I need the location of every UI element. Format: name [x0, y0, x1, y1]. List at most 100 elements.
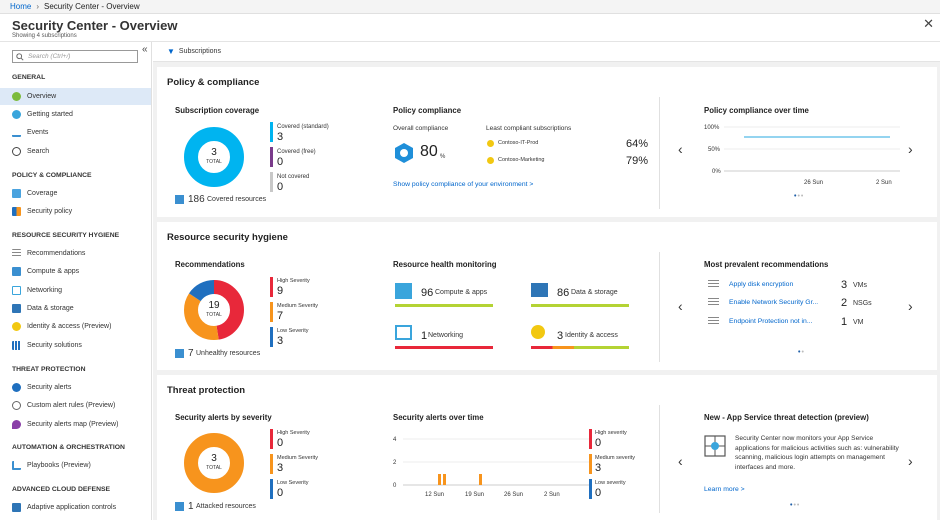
- legend-bar: [270, 454, 273, 474]
- alerts-by-severity-title[interactable]: Security alerts by severity: [175, 413, 272, 422]
- sidebar-item-getting-started[interactable]: Getting started: [0, 106, 151, 123]
- recommendations-total-label: TOTAL: [206, 312, 222, 318]
- collapse-sidebar-icon[interactable]: «: [142, 44, 148, 55]
- coverage-donut-segment: [184, 127, 244, 187]
- section-threat: THREAT PROTECTION: [12, 366, 86, 373]
- x-tick-label: 26 Sun: [804, 180, 823, 186]
- y-tick-label: 0%: [712, 169, 721, 175]
- breadcrumb-home[interactable]: Home: [10, 2, 32, 11]
- sidebar-item-label: Overview: [27, 93, 57, 100]
- legend-value: 0: [277, 181, 284, 193]
- sidebar-item-recommendations[interactable]: Recommendations: [0, 245, 151, 262]
- legend-bar: [270, 172, 273, 192]
- y-tick-label: 2: [393, 460, 397, 466]
- legend-label: Medium Severity: [277, 455, 318, 461]
- sidebar-item-playbooks[interactable]: Playbooks (Preview): [0, 457, 151, 474]
- prevalent-recommendations-title[interactable]: Most prevalent recommendations: [704, 260, 829, 269]
- prevalent-unit: VMs: [853, 282, 867, 289]
- sidebar-item-alerts-map[interactable]: Security alerts map (Preview): [0, 416, 151, 433]
- search-placeholder: Search (Ctrl+/): [28, 53, 71, 60]
- carousel-dots[interactable]: ••: [798, 349, 805, 356]
- section-general: GENERAL: [12, 74, 46, 81]
- prev-arrow-icon[interactable]: ‹: [678, 453, 683, 469]
- subscription-compliance: 64%: [626, 138, 649, 150]
- sidebar-item-coverage[interactable]: Coverage: [0, 185, 151, 202]
- compute-icon: [395, 283, 412, 299]
- sidebar-item-networking[interactable]: Networking: [0, 282, 151, 299]
- close-icon[interactable]: ✕: [923, 16, 934, 31]
- subscription-name[interactable]: Contoso-IT-Prod: [498, 140, 539, 146]
- show-compliance-link[interactable]: Show policy compliance of your environme…: [393, 181, 534, 188]
- alerts-over-time-title[interactable]: Security alerts over time: [393, 413, 484, 422]
- legend-label: High severity: [595, 430, 627, 436]
- sidebar-item-label: Security alerts map (Preview): [27, 421, 119, 428]
- search-input[interactable]: Search (Ctrl+/): [12, 50, 138, 63]
- covered-resources-label: Covered resources: [207, 196, 267, 203]
- health-label: Compute & apps: [435, 289, 488, 296]
- sidebar-item-label: Events: [27, 129, 49, 136]
- policy-compliance-title[interactable]: Policy compliance: [393, 106, 462, 115]
- y-tick-label: 0: [393, 483, 397, 489]
- x-tick-label: 26 Sun: [504, 492, 523, 498]
- legend-bar: [270, 147, 273, 167]
- filter-icon[interactable]: ▼: [167, 47, 175, 56]
- divider: [659, 97, 660, 209]
- prev-arrow-icon[interactable]: ‹: [678, 298, 683, 314]
- sidebar-item-adaptive[interactable]: Adaptive application controls: [0, 499, 151, 516]
- compliance-over-time-chart[interactable]: 100% 50% 0% 26 Sun 2 Sun: [704, 121, 904, 191]
- alert-bar: [479, 474, 482, 485]
- compliance-over-time-title[interactable]: Policy compliance over time: [704, 106, 809, 115]
- alerts-severity-donut[interactable]: [181, 430, 247, 496]
- sidebar-item-search[interactable]: Search: [0, 143, 151, 160]
- sidebar-item-security-alerts[interactable]: Security alerts: [0, 379, 151, 396]
- filter-bar: ▼ Subscriptions: [153, 42, 940, 62]
- legend-value: 0: [595, 487, 602, 499]
- rule-icon: [12, 401, 21, 410]
- legend-value: 3: [277, 462, 284, 474]
- y-tick-label: 4: [393, 437, 397, 443]
- health-monitoring-title[interactable]: Resource health monitoring: [393, 260, 497, 269]
- unhealthy-resources-count[interactable]: 7: [188, 348, 194, 359]
- sidebar-item-identity[interactable]: Identity & access (Preview): [0, 318, 151, 335]
- covered-resources-count[interactable]: 186: [188, 194, 205, 205]
- coverage-total-label: TOTAL: [206, 159, 222, 165]
- subscriptions-filter[interactable]: Subscriptions: [178, 48, 221, 55]
- coverage-donut[interactable]: [181, 124, 247, 190]
- prevalent-link[interactable]: Endpoint Protection not in...: [729, 318, 813, 325]
- sidebar-item-solutions[interactable]: Security solutions: [0, 337, 151, 354]
- recommendations-donut[interactable]: [181, 277, 247, 343]
- prevalent-link[interactable]: Enable Network Security Gr...: [729, 299, 819, 306]
- next-arrow-icon[interactable]: ›: [908, 141, 913, 157]
- sidebar-item-compute[interactable]: Compute & apps: [0, 263, 151, 280]
- sidebar-item-label: Compute & apps: [27, 268, 80, 275]
- carousel-dots[interactable]: •••: [790, 502, 801, 509]
- alerts-total: 3: [211, 453, 217, 464]
- list-icon: [708, 280, 719, 289]
- learn-more-link[interactable]: Learn more >: [704, 486, 745, 493]
- next-arrow-icon[interactable]: ›: [908, 453, 913, 469]
- next-arrow-icon[interactable]: ›: [908, 298, 913, 314]
- sidebar-item-overview[interactable]: Overview: [0, 88, 151, 105]
- subscription-coverage-title[interactable]: Subscription coverage: [175, 106, 260, 115]
- section-advanced: ADVANCED CLOUD DEFENSE: [12, 486, 111, 493]
- key-icon: [487, 140, 494, 147]
- attacked-resources-count[interactable]: 1: [188, 501, 194, 512]
- legend-value: 9: [277, 285, 284, 297]
- coverage-icon: [12, 189, 21, 198]
- subscription-name[interactable]: Contoso-Marketing: [498, 157, 545, 163]
- sidebar-item-data-storage[interactable]: Data & storage: [0, 300, 151, 317]
- recommendations-title[interactable]: Recommendations: [175, 260, 245, 269]
- prevalent-link[interactable]: Apply disk encryption: [729, 281, 794, 288]
- legend-label: Covered (standard): [277, 124, 329, 130]
- prevalent-count: 2: [841, 297, 848, 309]
- carousel-dots[interactable]: •••: [794, 193, 805, 200]
- sidebar-item-custom-rules[interactable]: Custom alert rules (Preview): [0, 397, 151, 414]
- policy-icon: [12, 207, 21, 216]
- prev-arrow-icon[interactable]: ‹: [678, 141, 683, 157]
- alerts-over-time-chart[interactable]: 4 2 0 12 Sun 19 Sun 26 Sun 2 Sun: [393, 430, 593, 502]
- health-bar: [531, 304, 629, 307]
- sidebar-item-events[interactable]: Events: [0, 124, 151, 141]
- sidebar-item-security-policy[interactable]: Security policy: [0, 203, 151, 220]
- health-value: 3: [557, 330, 564, 342]
- storage-icon: [531, 283, 548, 297]
